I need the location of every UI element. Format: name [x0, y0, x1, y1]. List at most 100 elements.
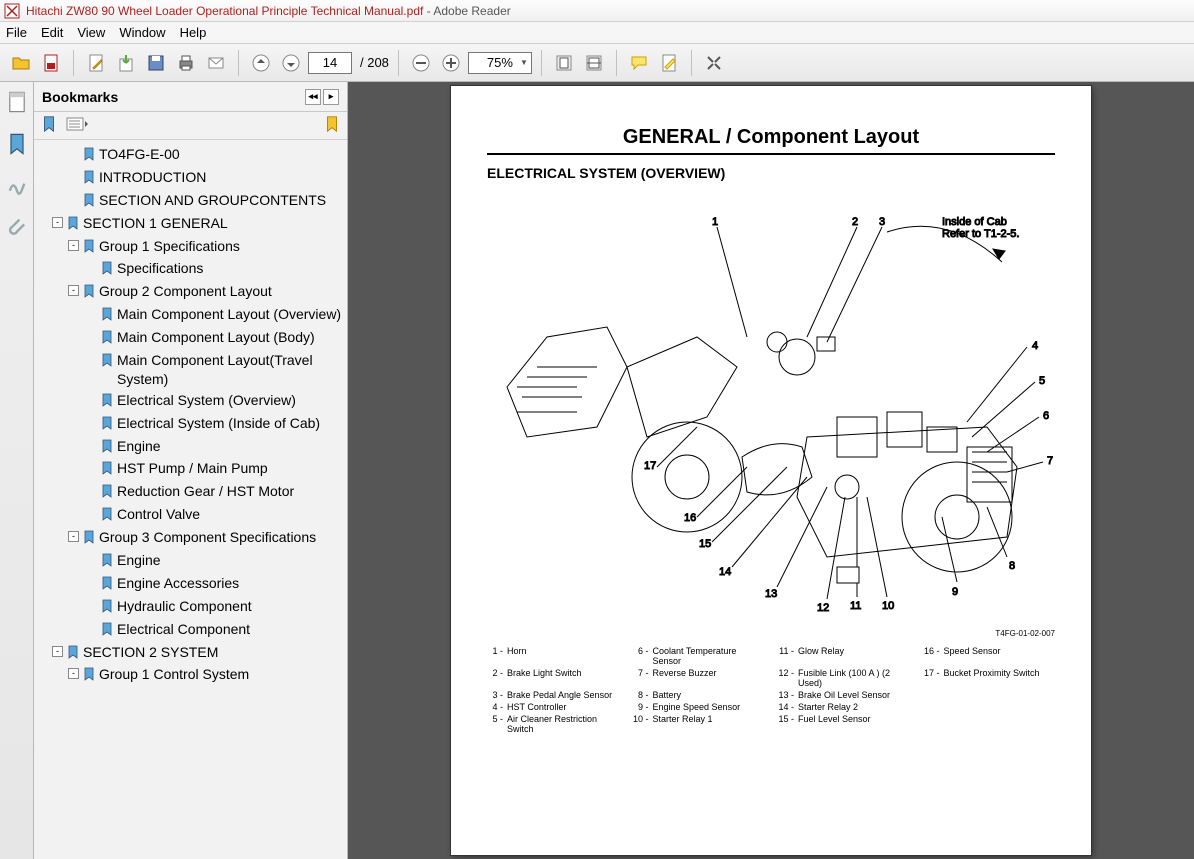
twisty-toggle[interactable]: - [68, 285, 79, 296]
bookmark-label[interactable]: Electrical System (Inside of Cab) [117, 414, 320, 433]
legend-text: Starter Relay 2 [798, 702, 858, 712]
bookmark-item[interactable]: - Group 2 Component Layout [38, 281, 345, 304]
edit-pdf-button[interactable] [83, 50, 109, 76]
bookmark-label[interactable]: Specifications [117, 259, 203, 278]
svg-text:13: 13 [765, 588, 777, 600]
bookmarks-close-button[interactable]: ▸ [323, 89, 339, 105]
menu-view[interactable]: View [77, 25, 105, 40]
bookmark-label[interactable]: SECTION AND GROUPCONTENTS [99, 191, 326, 210]
bookmark-item[interactable]: Reduction Gear / HST Motor [38, 481, 345, 504]
menu-edit[interactable]: Edit [41, 25, 63, 40]
bookmark-label[interactable]: Electrical Component [117, 620, 250, 639]
legend-entry [924, 714, 1056, 734]
bookmark-item[interactable]: SECTION AND GROUPCONTENTS [38, 190, 345, 213]
document-viewport[interactable]: GENERAL / Component Layout ELECTRICAL SY… [348, 82, 1194, 859]
comment-button[interactable] [626, 50, 652, 76]
prev-page-button[interactable] [248, 50, 274, 76]
create-pdf-button[interactable] [38, 50, 64, 76]
twisty-toggle[interactable]: - [68, 531, 79, 542]
page-number-input[interactable] [308, 52, 352, 74]
menu-help[interactable]: Help [180, 25, 207, 40]
export-pdf-button[interactable] [113, 50, 139, 76]
bookmarks-tab-button[interactable] [5, 132, 29, 156]
svg-text:5: 5 [1039, 375, 1045, 387]
bookmark-item[interactable]: Hydraulic Component [38, 596, 345, 619]
zoom-level-select[interactable]: 75% ▼ [468, 52, 532, 74]
bookmark-icon [100, 576, 114, 595]
bookmark-label[interactable]: INTRODUCTION [99, 168, 206, 187]
bookmark-label[interactable]: Engine [117, 437, 161, 456]
bookmark-label[interactable]: HST Pump / Main Pump [117, 459, 268, 478]
bookmark-item[interactable]: HST Pump / Main Pump [38, 458, 345, 481]
twisty-toggle[interactable]: - [52, 646, 63, 657]
legend-text: Brake Oil Level Sensor [798, 690, 890, 700]
svg-text:9: 9 [952, 586, 958, 598]
print-button[interactable] [173, 50, 199, 76]
attachments-tab-button[interactable] [5, 216, 29, 240]
bookmark-label[interactable]: Hydraulic Component [117, 597, 252, 616]
bookmark-item[interactable]: Engine Accessories [38, 573, 345, 596]
bookmark-item[interactable]: Main Component Layout (Body) [38, 327, 345, 350]
find-bookmark-button[interactable] [323, 115, 341, 136]
bookmark-label[interactable]: Main Component Layout (Body) [117, 328, 315, 347]
email-button[interactable] [203, 50, 229, 76]
bookmark-label[interactable]: Group 1 Control System [99, 665, 249, 684]
bookmark-label[interactable]: Group 3 Component Specifications [99, 528, 316, 547]
bookmark-label[interactable]: SECTION 1 GENERAL [83, 214, 228, 233]
bookmark-label[interactable]: Electrical System (Overview) [117, 391, 296, 410]
signatures-tab-button[interactable] [5, 174, 29, 198]
bookmark-label[interactable]: Group 2 Component Layout [99, 282, 272, 301]
bookmark-item[interactable]: Engine [38, 436, 345, 459]
bookmark-label[interactable]: Main Component Layout(Travel System) [117, 351, 345, 389]
bookmark-icon [82, 284, 96, 303]
zoom-out-button[interactable] [408, 50, 434, 76]
bookmark-label[interactable]: Engine [117, 551, 161, 570]
bookmark-label[interactable]: Engine Accessories [117, 574, 239, 593]
legend-number: 13 - [778, 690, 798, 700]
fit-page-button[interactable] [551, 50, 577, 76]
bookmarks-collapse-button[interactable]: ◂◂ [305, 89, 321, 105]
bookmarks-panel: Bookmarks ◂◂ ▸ TO4FG-E-00 INTRODUCTION SEC… [34, 82, 348, 859]
bookmark-item[interactable]: Electrical System (Inside of Cab) [38, 413, 345, 436]
bookmark-label[interactable]: SECTION 2 SYSTEM [83, 643, 218, 662]
svg-text:2: 2 [852, 216, 858, 228]
twisty-toggle[interactable]: - [68, 668, 79, 679]
bookmarks-tree[interactable]: TO4FG-E-00 INTRODUCTION SECTION AND GROUPC… [34, 140, 347, 859]
bookmark-label[interactable]: TO4FG-E-00 [99, 145, 180, 164]
next-page-button[interactable] [278, 50, 304, 76]
fit-width-button[interactable] [581, 50, 607, 76]
bookmark-item[interactable]: Electrical Component [38, 619, 345, 642]
bookmark-item[interactable]: Engine [38, 550, 345, 573]
bookmark-label[interactable]: Reduction Gear / HST Motor [117, 482, 294, 501]
bookmark-options-button[interactable] [66, 117, 88, 134]
bookmark-label[interactable]: Group 1 Specifications [99, 237, 240, 256]
bookmark-item[interactable]: Main Component Layout(Travel System) [38, 350, 345, 390]
twisty-toggle[interactable]: - [52, 217, 63, 228]
bookmarks-title: Bookmarks [42, 89, 118, 105]
bookmark-item[interactable]: - Group 1 Specifications [38, 236, 345, 259]
thumbnails-tab-button[interactable] [5, 90, 29, 114]
new-bookmark-button[interactable] [40, 115, 58, 136]
bookmark-item[interactable]: Control Valve [38, 504, 345, 527]
highlight-button[interactable] [656, 50, 682, 76]
bookmark-label[interactable]: Main Component Layout (Overview) [117, 305, 341, 324]
svg-text:11: 11 [850, 600, 861, 612]
bookmark-item[interactable]: - SECTION 2 SYSTEM [38, 642, 345, 665]
save-button[interactable] [143, 50, 169, 76]
bookmark-item[interactable]: - Group 3 Component Specifications [38, 527, 345, 550]
bookmark-item[interactable]: - Group 1 Control System [38, 664, 345, 687]
bookmark-item[interactable]: Specifications [38, 258, 345, 281]
menu-file[interactable]: File [6, 25, 27, 40]
window-title: Hitachi ZW80 90 Wheel Loader Operational… [26, 4, 511, 18]
open-file-button[interactable] [8, 50, 34, 76]
bookmark-item[interactable]: Electrical System (Overview) [38, 390, 345, 413]
twisty-toggle[interactable]: - [68, 240, 79, 251]
bookmark-item[interactable]: Main Component Layout (Overview) [38, 304, 345, 327]
bookmark-label[interactable]: Control Valve [117, 505, 200, 524]
bookmark-item[interactable]: INTRODUCTION [38, 167, 345, 190]
bookmark-item[interactable]: - SECTION 1 GENERAL [38, 213, 345, 236]
menu-window[interactable]: Window [119, 25, 165, 40]
bookmark-item[interactable]: TO4FG-E-00 [38, 144, 345, 167]
zoom-in-button[interactable] [438, 50, 464, 76]
read-mode-button[interactable] [701, 50, 727, 76]
